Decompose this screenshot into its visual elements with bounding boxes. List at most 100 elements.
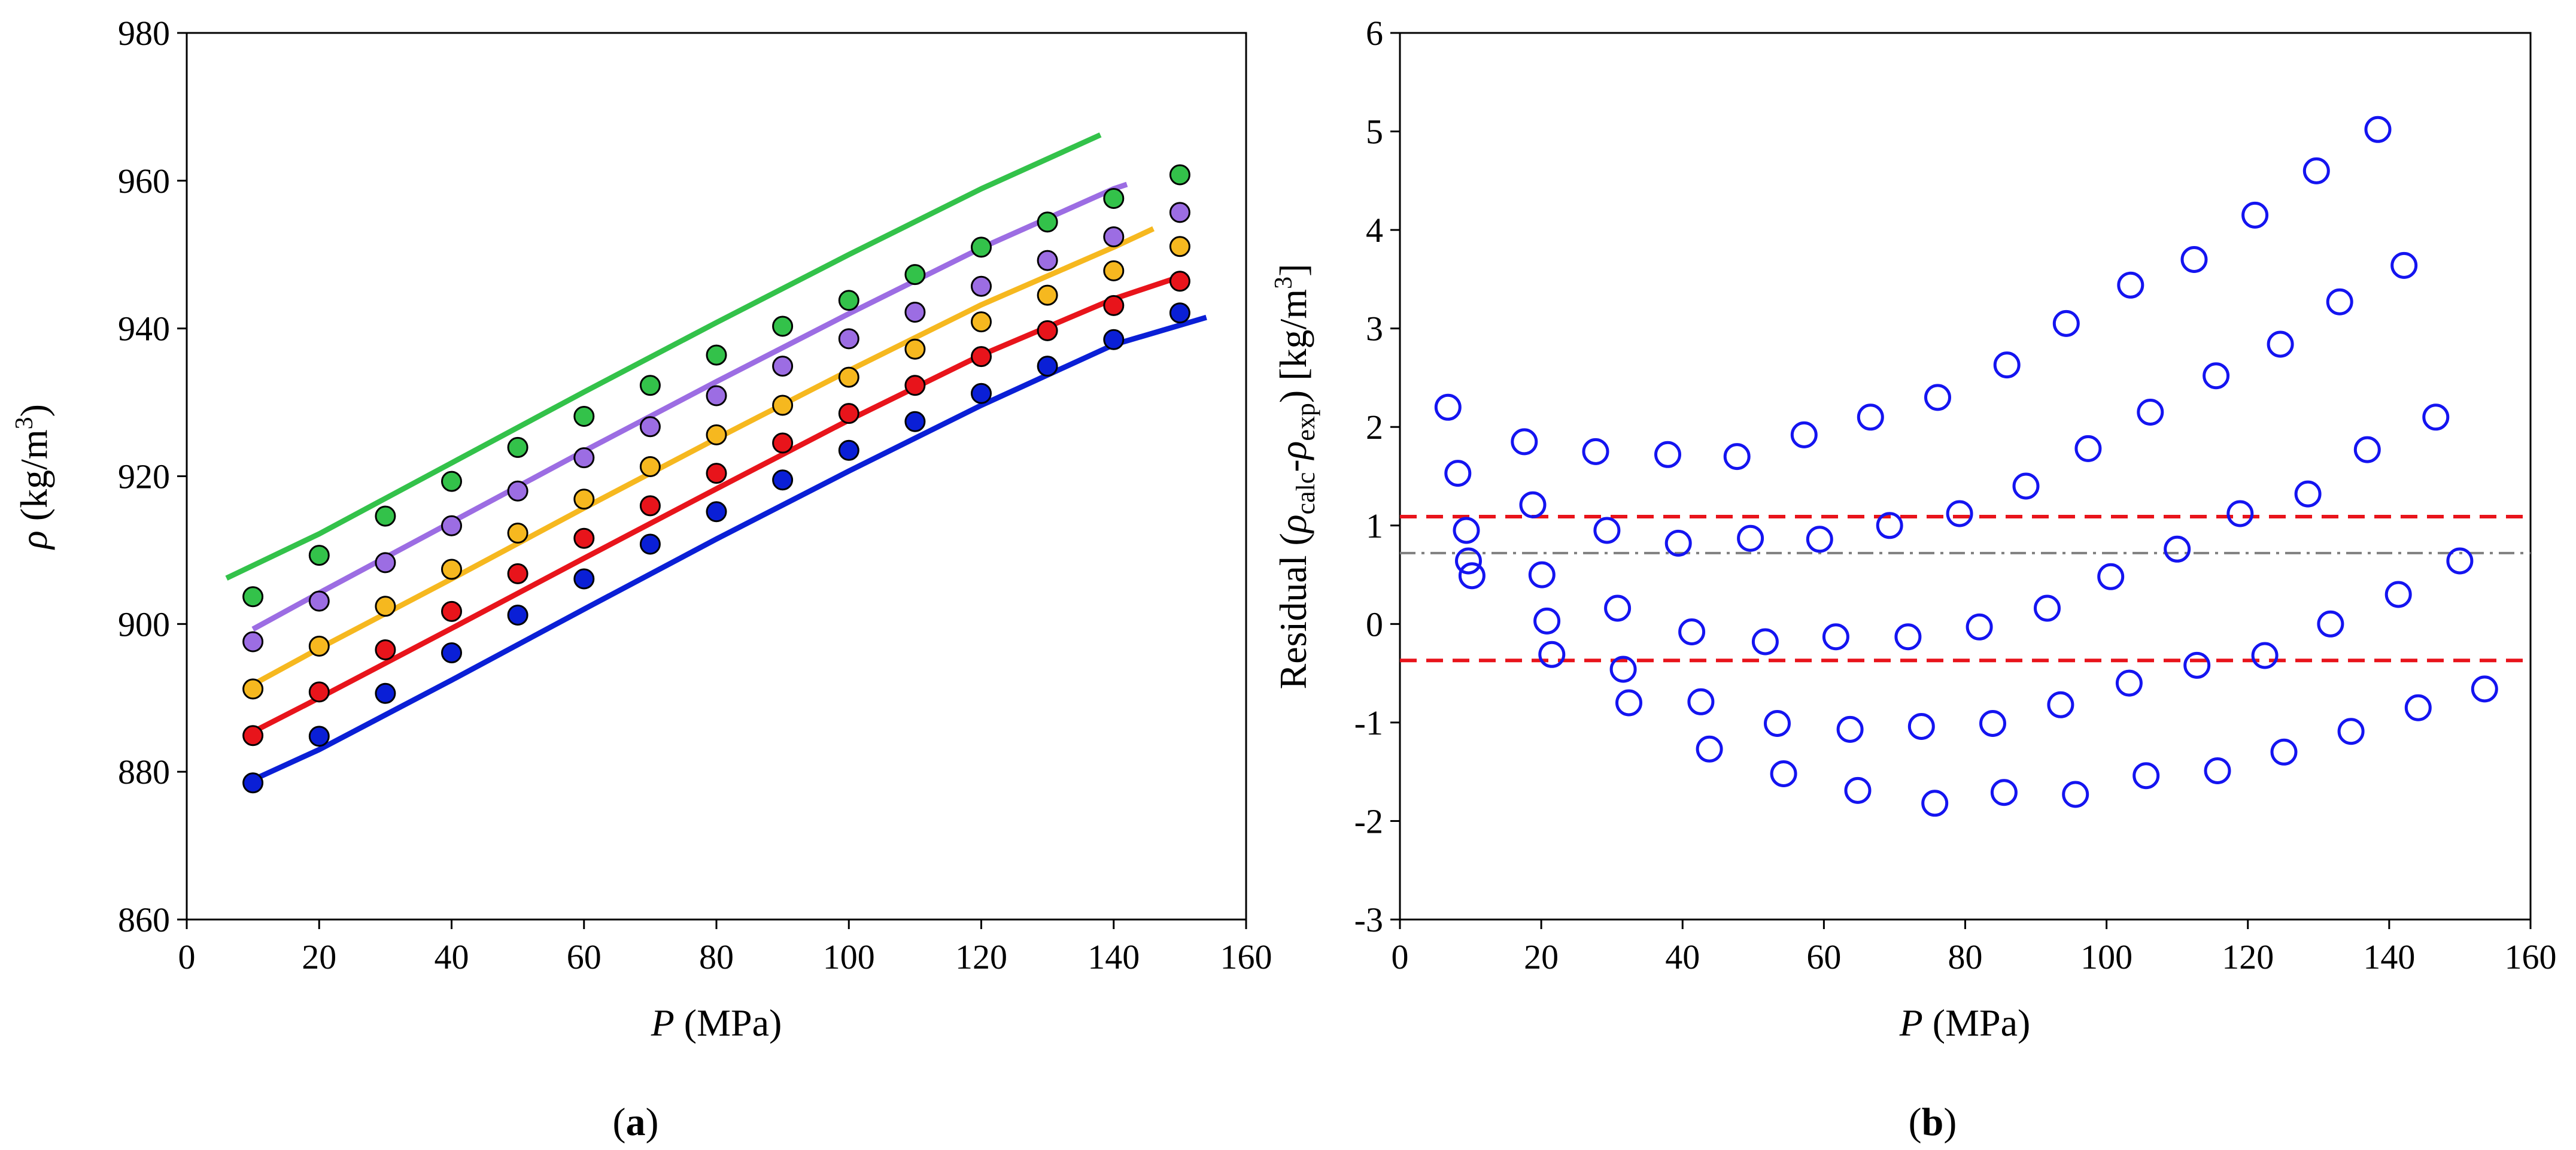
residual-point [1966, 613, 1993, 641]
panel-a-y-tick-label: 940 [118, 310, 170, 348]
series-red-point [1103, 295, 1125, 316]
series-green-point [1103, 188, 1125, 209]
series-yellow-point [573, 488, 595, 510]
panel-b-y-tick-label: -3 [1354, 900, 1383, 939]
panel-b-x-tick-label: 80 [1948, 937, 1983, 976]
residual-point [1723, 443, 1751, 471]
series-blue-point [1103, 329, 1125, 350]
residual-point [1609, 656, 1637, 683]
residual-point [2012, 472, 2040, 500]
residual-point [2047, 691, 2074, 718]
residual-point [1946, 500, 1973, 527]
panel-b-y-tick-label: 5 [1366, 113, 1383, 151]
residual-point [2353, 436, 2381, 463]
residual-point [1844, 776, 1872, 804]
series-purple-point [838, 328, 859, 350]
panel-a-x-tick-label: 60 [567, 937, 602, 976]
panel-b-chart: 0 20 40 60 80 100 120 140 160 -3 -2 -1 0 1 2 3 4 5 6 P (MP… [1270, 14, 2557, 1144]
panel-b-x-tick-label: 120 [2222, 937, 2274, 976]
panel-a-x-tick-label: 0 [178, 937, 196, 976]
series-red-point [242, 725, 264, 747]
residual-point [1593, 517, 1621, 544]
series-green-point [308, 545, 330, 566]
series-red-line [251, 274, 1181, 735]
series-green-point [507, 436, 528, 458]
panel-b-x-tick-label: 100 [2080, 937, 2133, 976]
series-red-point [441, 600, 462, 622]
series-purple-point [1169, 202, 1190, 223]
residual-point [2302, 157, 2330, 184]
series-yellow-point [971, 311, 992, 333]
series-purple-point [573, 447, 595, 469]
residual-point [2164, 535, 2191, 563]
series-red-point [573, 527, 595, 549]
series-yellow-point [1037, 284, 1058, 306]
series-yellow-point [772, 395, 794, 416]
residual-point [1857, 403, 1884, 431]
residual-point [1751, 628, 1779, 656]
series-purple-point [1103, 226, 1125, 248]
series-red-point [904, 375, 926, 396]
series-yellow-point [308, 635, 330, 657]
residual-point [2204, 757, 2231, 784]
series-blue-point [1037, 356, 1058, 377]
residual-point [2404, 694, 2432, 721]
residual-point [2137, 399, 2164, 426]
series-yellow-point [1103, 260, 1125, 281]
residual-point [2052, 310, 2080, 337]
residual-point [2226, 500, 2254, 527]
residual-point [1434, 393, 1462, 421]
panel-b-y-tick-label: 0 [1366, 605, 1383, 644]
residual-point [2241, 201, 2269, 229]
series-purple-point [242, 631, 264, 653]
residual-point [1519, 491, 1547, 518]
series-purple-point [375, 552, 396, 574]
series-blue-point [772, 469, 794, 491]
series-blue-point [904, 411, 926, 432]
series-purple-point [1037, 250, 1058, 271]
panel-b-y-tick-label: 6 [1366, 14, 1383, 53]
series-blue-point [706, 501, 727, 523]
panel-b-ticks: 0 20 40 60 80 100 120 140 160 -3 -2 -1 0 1 2 3 4 5 6 [1354, 14, 2557, 976]
panel-a-y-tick-label: 920 [118, 457, 170, 496]
residual-point [1511, 428, 1538, 456]
panel-a-data-points [242, 164, 1190, 794]
residual-point [2446, 547, 2474, 575]
panel-b-y-tick-label: 2 [1366, 408, 1383, 447]
residual-point [2097, 563, 2125, 590]
series-green-point [242, 586, 264, 608]
panel-a-y-tick-label: 980 [118, 14, 170, 53]
series-purple-point [971, 275, 992, 297]
residual-point [2384, 581, 2412, 608]
series-blue-point [507, 605, 528, 626]
series-blue-point [308, 726, 330, 747]
residual-point [2422, 403, 2450, 431]
series-red-point [507, 563, 528, 584]
residual-point [1455, 547, 1482, 575]
series-purple-point [308, 590, 330, 612]
series-purple-point [639, 416, 661, 438]
panel-b-y-axis-title: Residual (ρcalc-ρexp) [kg/m3] [1270, 264, 1320, 690]
series-purple-point [904, 302, 926, 323]
series-red-point [772, 432, 794, 454]
residual-point [2317, 610, 2344, 638]
residual-point [1533, 607, 1561, 635]
residual-point [1764, 710, 1791, 737]
panel-b-x-axis-title: P (MPa) [1899, 1002, 2031, 1044]
panel-b-y-tick-label: 3 [1366, 310, 1383, 348]
residual-point [2115, 669, 2143, 697]
residual-point [1907, 713, 1935, 740]
residual-point [1979, 710, 2006, 737]
panel-b-x-tick-label: 60 [1806, 937, 1841, 976]
panel-b-x-tick-label: 40 [1665, 937, 1700, 976]
series-blue-point [573, 568, 595, 590]
series-blue-point [375, 682, 396, 704]
residual-point [1528, 561, 1556, 588]
series-blue-point [639, 533, 661, 555]
panel-b-x-tick-label: 160 [2505, 937, 2557, 976]
series-blue-point [441, 642, 462, 663]
panel-a-x-tick-label: 100 [823, 937, 875, 976]
residual-point [2270, 738, 2298, 766]
residual-point [1458, 562, 1486, 590]
